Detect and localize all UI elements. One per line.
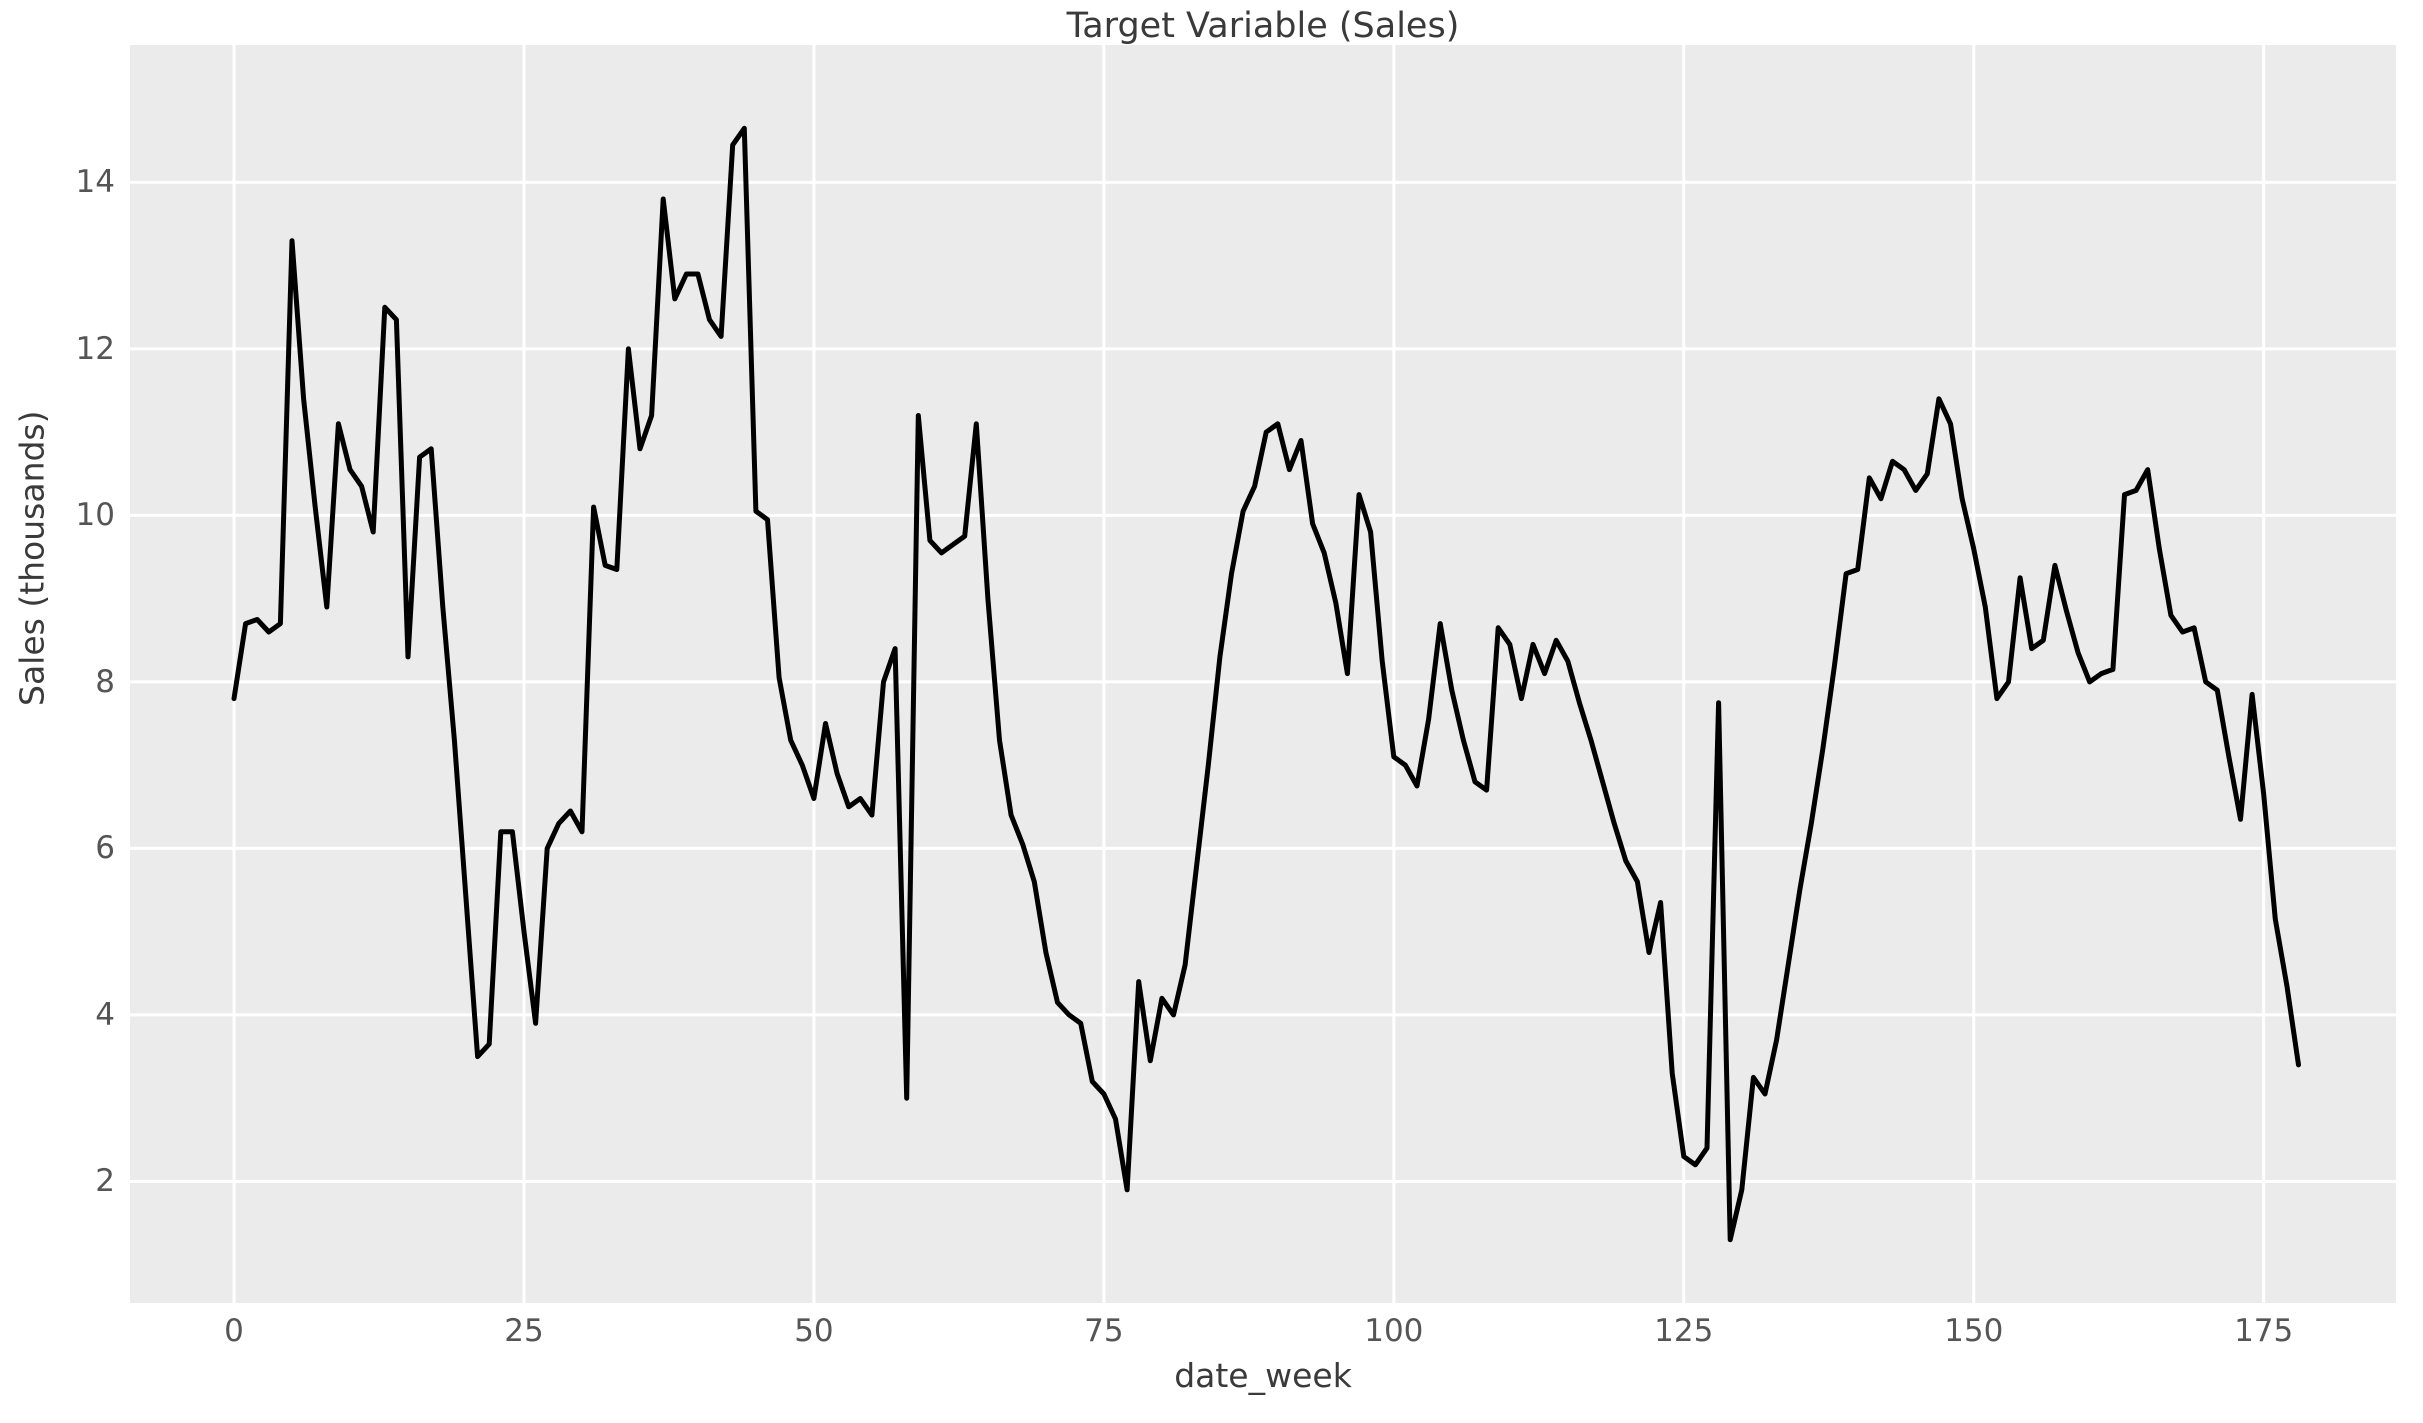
y-tick-label: 4 (95, 996, 115, 1033)
y-tick-label: 14 (75, 164, 115, 201)
chart-title: Target Variable (Sales) (1066, 6, 1460, 46)
x-tick-label: 175 (2234, 1313, 2294, 1349)
x-axis-label: date_week (1174, 1356, 1352, 1395)
x-tick-label: 150 (1944, 1313, 2004, 1349)
y-tick-label: 12 (75, 330, 115, 367)
y-tick-label: 6 (95, 830, 115, 867)
y-tick-label: 10 (75, 497, 115, 534)
x-tick-label: 125 (1654, 1313, 1714, 1349)
x-tick-label: 75 (1084, 1313, 1124, 1349)
y-axis-label: Sales (thousands) (12, 410, 52, 706)
y-tick-label: 8 (95, 663, 115, 700)
x-tick-label: 25 (504, 1313, 544, 1349)
sales-line-series (231, 125, 2301, 1243)
y-tick-label: 2 (95, 1163, 115, 1200)
x-tick-label: 0 (224, 1313, 244, 1349)
x-tick-label: 100 (1364, 1313, 1424, 1349)
x-tick-label: 50 (794, 1313, 834, 1349)
axes-background (130, 45, 2396, 1303)
